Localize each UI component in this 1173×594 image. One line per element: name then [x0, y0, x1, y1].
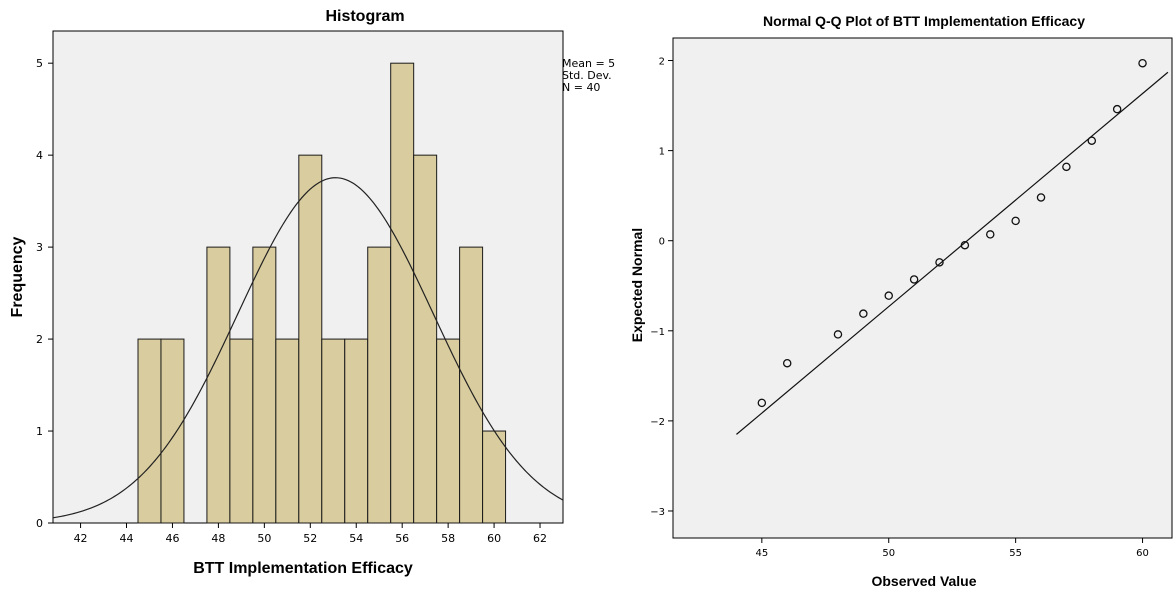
qq-point [986, 230, 995, 239]
histogram-bar [459, 246, 484, 524]
histogram-bar [229, 338, 254, 524]
qq-y-tick-label: −2 [650, 417, 665, 428]
qq-y-tick-label: 1 [659, 147, 665, 158]
histogram-y-axis-label: Frequency [9, 236, 26, 317]
qq-title: Normal Q-Q Plot of BTT Implementation Ef… [763, 13, 1085, 29]
stats-n: N = 40 [562, 81, 600, 94]
qq-x-tick-label: 45 [755, 548, 768, 559]
qq-y-tick-label: 0 [659, 237, 665, 248]
histogram-x-tick-label: 46 [165, 532, 179, 545]
histogram-bar [160, 338, 185, 524]
qq-x-axis-label: Observed Value [871, 573, 976, 589]
qq-point [1062, 162, 1071, 172]
histogram-bar [275, 338, 300, 524]
histogram-y-tick-label: 1 [36, 425, 43, 438]
qq-point [782, 358, 792, 368]
histogram-y-tick-label: 4 [36, 149, 43, 162]
qq-y-ticks: −3 −2 −1 0 1 2 [650, 57, 673, 518]
qq-point [1036, 193, 1046, 202]
histogram-bar [367, 246, 392, 524]
histogram-x-tick-label: 56 [395, 532, 409, 545]
histogram-bar [344, 338, 369, 524]
qq-point [1011, 216, 1020, 226]
histogram-bar [321, 338, 346, 524]
qq-x-tick-label: 50 [882, 548, 895, 559]
histogram-y-ticks: 0 1 2 3 4 5 [36, 57, 53, 530]
qq-point [859, 309, 868, 318]
histogram-y-tick-label: 2 [36, 333, 43, 346]
histogram-bar [137, 338, 162, 524]
normal-curve [52, 177, 564, 519]
histogram-y-tick-label: 0 [36, 517, 43, 530]
qq-x-ticks: 45 50 55 60 [755, 538, 1149, 559]
histogram-x-tick-label: 42 [74, 532, 88, 545]
histogram-bar [390, 62, 415, 524]
histogram-title: Histogram [325, 8, 404, 25]
qq-y-tick-label: −1 [650, 327, 665, 338]
qq-points [757, 58, 1147, 408]
qq-plot-area [672, 37, 1173, 539]
histogram-x-ticks: 42 44 46 48 50 52 54 56 58 60 62 [74, 523, 547, 545]
qq-point [960, 240, 970, 250]
histogram-bar [252, 246, 277, 524]
stats-std-dev: Std. Dev. [562, 69, 612, 82]
histogram-bar [413, 154, 438, 524]
qq-x-tick-label: 55 [1009, 548, 1022, 559]
histogram-x-tick-label: 54 [349, 532, 363, 545]
qq-point [935, 258, 944, 267]
qq-point [1087, 136, 1097, 145]
qq-y-tick-label: 2 [659, 57, 665, 68]
qq-reference-line [736, 71, 1169, 435]
histogram-bars [137, 62, 507, 524]
histogram-y-tick-label: 5 [36, 57, 43, 70]
stats-mean: Mean = 5 [562, 57, 615, 70]
qq-y-tick-label: −3 [650, 507, 665, 518]
qq-point [833, 330, 843, 339]
histogram-x-tick-label: 60 [487, 532, 501, 545]
qq-point [909, 275, 919, 284]
histogram-x-tick-label: 58 [441, 532, 455, 545]
qq-point [884, 291, 893, 300]
histogram-bar [206, 246, 231, 524]
histogram-x-tick-label: 50 [257, 532, 271, 545]
histogram-stats-box: Mean = 5 Std. Dev. N = 40 [562, 57, 615, 94]
qq-x-tick-label: 60 [1136, 548, 1149, 559]
histogram-x-tick-label: 52 [303, 532, 317, 545]
qq-point [757, 398, 767, 408]
histogram-y-tick-label: 3 [36, 241, 43, 254]
histogram-x-tick-label: 48 [211, 532, 225, 545]
qq-point [1138, 58, 1147, 68]
qq-y-axis-label: Expected Normal [629, 228, 645, 342]
histogram-x-tick-label: 44 [120, 532, 134, 545]
qq-point [1112, 104, 1122, 114]
histogram-bar [298, 154, 323, 524]
histogram-x-axis-label: BTT Implementation Efficacy [193, 560, 413, 577]
histogram-bar [436, 338, 461, 524]
histogram-bar [482, 430, 507, 524]
qq-plot-panel: 45 50 55 60 −3 −2 −1 0 1 2 Normal Q-Q Plot of BT… [629, 13, 1173, 589]
histogram-x-tick-label: 62 [533, 532, 547, 545]
